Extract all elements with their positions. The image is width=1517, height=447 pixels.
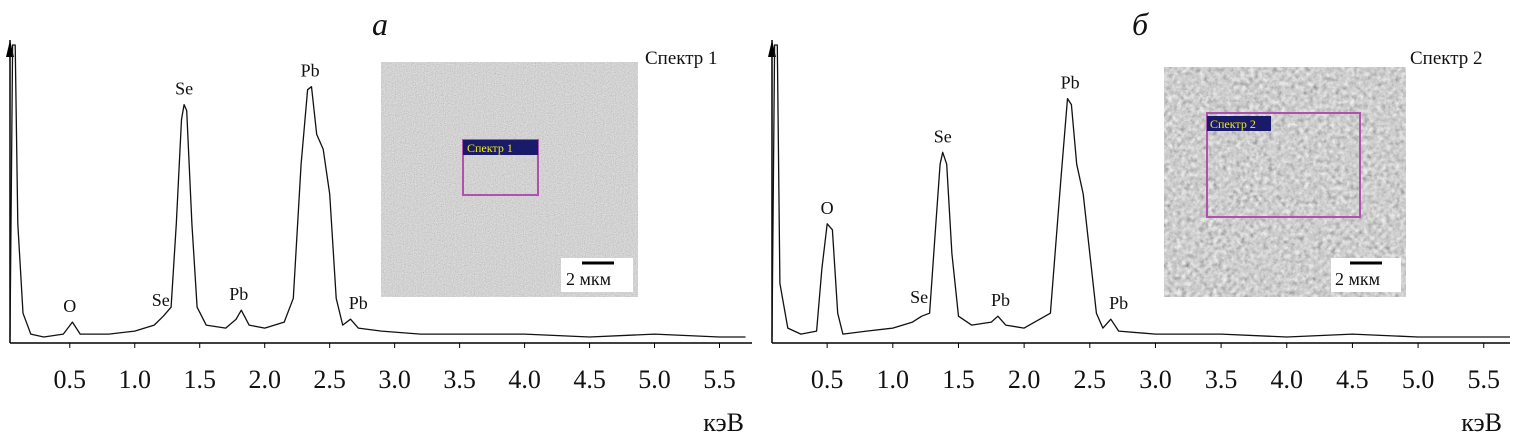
panel-title: а (372, 6, 388, 42)
peak-label: Pb (301, 61, 320, 81)
peak-label: O (821, 198, 834, 218)
peak-label: Se (152, 290, 170, 310)
x-tick-label: 4.5 (1336, 365, 1369, 394)
region-box (1206, 112, 1361, 218)
peak-label: Pb (1109, 293, 1128, 313)
region-label-bg (463, 140, 538, 155)
x-tick-label: 1.0 (877, 365, 910, 394)
inset-b: Спектр 2 2 мкм (1164, 67, 1406, 297)
x-tick-label: 5.5 (1467, 365, 1500, 394)
x-tick-label: 5.0 (1402, 365, 1435, 394)
peak-label: Se (175, 79, 193, 99)
spectrum-name: Спектр 2 (1410, 48, 1483, 69)
region-label-bg (1207, 116, 1271, 131)
x-tick-label: 4.0 (1271, 365, 1304, 394)
scale-bar-label: 2 мкм (1335, 269, 1380, 289)
x-tick-label: 1.5 (183, 365, 216, 394)
x-tick-label: 0.5 (54, 365, 87, 394)
x-tick-label: 0.5 (811, 365, 844, 394)
x-tick-label: 4.0 (508, 365, 541, 394)
x-tick-label: 5.5 (703, 365, 736, 394)
x-tick-label: 2.0 (1008, 365, 1041, 394)
micrograph-texture (381, 62, 638, 297)
inset-a: Спектр 1 2 мкм (381, 62, 638, 297)
peak-label: Se (910, 287, 928, 307)
x-tick-label: 2.5 (1074, 365, 1107, 394)
spectrum-line (9, 44, 746, 338)
x-tick-label: 3.0 (378, 365, 411, 394)
x-tick-label: 3.5 (1205, 365, 1238, 394)
peak-label: Se (934, 126, 952, 146)
x-tick-label: 3.0 (1139, 365, 1172, 394)
peak-label: Pb (229, 284, 248, 304)
spectrum-name: Спектр 1 (645, 48, 718, 69)
peak-label: Pb (349, 293, 368, 313)
region-label: Спектр 2 (1210, 117, 1256, 131)
spectrum-line (771, 44, 1510, 338)
scale-bar-label: 2 мкм (566, 269, 611, 289)
x-tick-label: 4.5 (573, 365, 606, 394)
x-tick-label: 2.5 (313, 365, 346, 394)
panel-title: б (1132, 6, 1149, 42)
x-tick-label: 1.5 (942, 365, 975, 394)
x-axis-label: кэВ (1461, 408, 1502, 437)
peak-label: Pb (991, 290, 1010, 310)
x-tick-label: 2.0 (248, 365, 281, 394)
peak-label: O (63, 296, 76, 316)
x-axis-label: кэВ (703, 408, 744, 437)
region-label: Спектр 1 (467, 141, 513, 155)
x-tick-label: 5.0 (638, 365, 671, 394)
x-tick-label: 1.0 (118, 365, 151, 394)
peak-label: Pb (1061, 73, 1080, 93)
x-tick-label: 3.5 (443, 365, 476, 394)
